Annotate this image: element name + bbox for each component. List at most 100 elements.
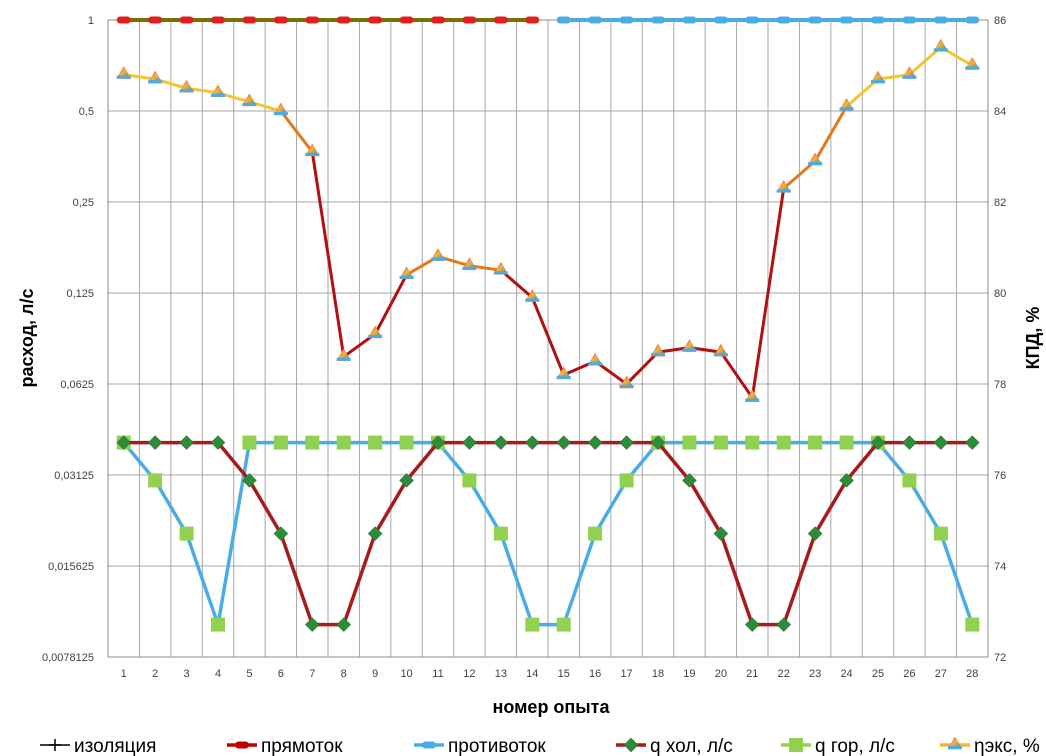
data-point	[870, 435, 886, 450]
series-line-segment	[939, 531, 975, 627]
x-tick-label: 7	[309, 668, 315, 680]
data-point	[839, 16, 854, 24]
series-line-segment	[813, 104, 849, 163]
y2-tick-label: 82	[994, 197, 1006, 209]
data-point	[116, 435, 132, 450]
x-tick-label: 4	[215, 668, 221, 680]
data-point	[430, 435, 446, 450]
data-point	[965, 617, 980, 632]
data-point-base	[273, 112, 288, 115]
data-point	[902, 473, 917, 488]
data-point	[179, 526, 194, 541]
data-point	[807, 526, 823, 541]
data-point	[619, 473, 634, 488]
x-tick-label: 16	[589, 668, 601, 680]
legend-item: ηэкс, %	[940, 736, 1040, 756]
x-tick-label: 21	[746, 668, 758, 680]
data-point	[462, 435, 477, 450]
y-axis-title: расход, л/с	[17, 289, 37, 388]
series-line-segment	[499, 531, 535, 627]
legend-label: прямоток	[261, 736, 343, 756]
data-point	[211, 617, 225, 632]
data-point	[336, 617, 352, 632]
x-tick-label: 2	[152, 668, 158, 680]
x-tick-label: 20	[715, 668, 727, 680]
data-point	[965, 16, 980, 24]
series-line-segment	[782, 159, 817, 190]
data-point	[493, 435, 509, 450]
legend-item: противоток	[414, 736, 546, 756]
data-point	[808, 16, 823, 24]
data-point-base	[651, 353, 665, 357]
series-line-segment	[593, 478, 629, 536]
y-tick-label: 0,5	[79, 106, 94, 118]
data-point	[305, 435, 320, 450]
y2-tick-label: 84	[994, 106, 1006, 118]
data-point-base	[808, 162, 823, 166]
data-point-base	[525, 298, 540, 302]
y2-tick-label: 74	[994, 561, 1006, 573]
legend-label: q гор, л/с	[815, 736, 895, 756]
legend-label: изоляция	[74, 736, 156, 756]
x-tick-label: 24	[840, 668, 852, 680]
data-point	[682, 16, 697, 24]
series-line-segment	[845, 77, 880, 108]
legend-swatch-marker	[789, 738, 803, 752]
data-point	[713, 435, 728, 450]
series-q-гор-л-с	[116, 435, 980, 632]
data-point	[462, 473, 477, 488]
data-point-base	[713, 353, 728, 357]
data-point-base	[619, 385, 634, 388]
y2-tick-label: 72	[994, 652, 1006, 664]
data-point	[682, 473, 697, 488]
y2-tick-label: 80	[994, 288, 1006, 300]
data-point	[839, 435, 854, 450]
data-point	[336, 435, 351, 450]
x-axis: 1 2 3 4 5 6 7 8 9 10 11 12 13 14 15 16 17 18 19 20 21 22 23 24 2…	[121, 668, 979, 680]
data-point	[556, 435, 572, 450]
series-line-segment	[279, 531, 315, 627]
legend-swatch-marker	[235, 741, 249, 749]
data-point	[713, 526, 729, 541]
x-tick-label: 1	[121, 668, 127, 680]
data-point	[273, 526, 289, 541]
data-point	[933, 526, 948, 541]
y2-tick-label: 86	[994, 15, 1006, 27]
series-line-segment	[499, 268, 534, 300]
data-point	[650, 435, 666, 450]
data-point-base	[745, 398, 760, 402]
data-point-base	[682, 348, 697, 352]
legend-swatch-marker	[623, 737, 639, 753]
y-tick-label: 0,0078125	[42, 652, 94, 664]
series-line-segment	[310, 150, 346, 359]
data-point-base	[368, 334, 383, 338]
x-tick-label: 3	[184, 668, 190, 680]
series-line-segment	[247, 478, 283, 536]
data-point-base	[462, 266, 477, 270]
data-point-base	[776, 189, 791, 193]
data-point	[179, 435, 194, 450]
y-axis-left: 1 0,5 0,25 0,125 0,0625 0,03125 0,015625 0,0078…	[42, 15, 94, 664]
x-tick-label: 23	[809, 668, 821, 680]
series-line-segment	[561, 531, 597, 627]
plot-border	[107, 19, 989, 658]
series-line-segment	[687, 478, 723, 536]
x-tick-label: 14	[526, 668, 538, 680]
y-tick-label: 1	[88, 15, 94, 27]
legend-swatch-marker	[422, 741, 436, 749]
series-line-segment	[216, 440, 252, 483]
series-line-segment	[373, 273, 409, 336]
data-point-base	[902, 75, 917, 79]
data-point	[242, 435, 257, 450]
data-point	[368, 435, 383, 450]
data-point-base	[588, 362, 603, 366]
data-point	[147, 435, 163, 450]
data-point-base	[305, 152, 320, 156]
series-q-хол-л-с	[116, 435, 980, 632]
data-point	[148, 473, 163, 488]
series-line-segment	[750, 186, 786, 400]
data-point	[682, 435, 697, 450]
data-point	[524, 435, 540, 450]
legend-item: q хол, л/с	[616, 736, 733, 756]
data-point	[556, 16, 571, 24]
